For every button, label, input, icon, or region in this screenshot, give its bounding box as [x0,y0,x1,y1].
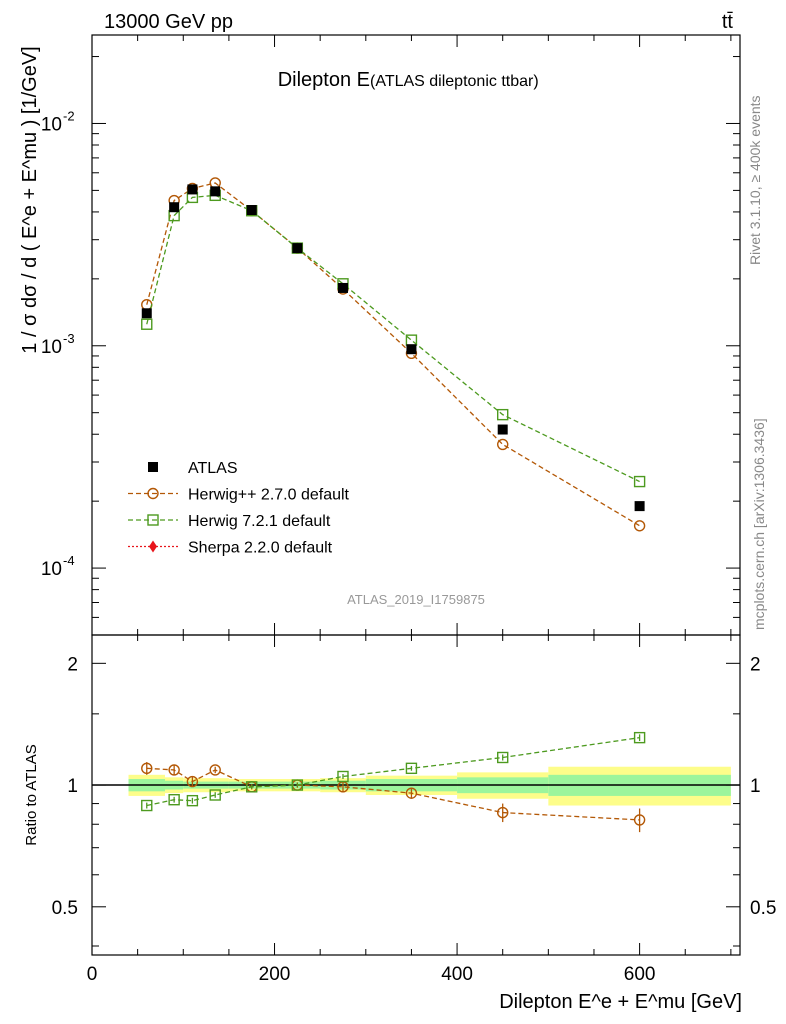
x-tick-label: 400 [441,964,473,985]
y-axis-title: 1 / σ dσ / d ( E^e + E^mu ) [1/GeV] [19,46,41,353]
ratio-axis-title: Ratio to ATLAS [23,744,40,845]
x-tick-label: 0 [87,964,98,985]
series-point-1 [633,475,646,488]
main-panel-data [141,177,646,532]
plot-title: Dilepton E [278,69,370,91]
atlas-point [210,186,221,197]
analysis-id: ATLAS_2019_I1759875 [347,592,485,607]
atlas-point [406,344,417,355]
ratio-point-1 [337,770,349,783]
ratio-point-0 [405,787,418,799]
ratio-tick-label-right: 1 [750,776,761,797]
energy-label: 13000 GeV pp [104,11,233,33]
legend-marker [147,487,159,500]
y-tick-label: 10 [41,337,62,358]
ratio-point-0 [168,764,180,776]
legend-marker [147,514,159,526]
ratio-point-1 [209,789,221,801]
ratio-panel-frame [91,634,741,956]
atlas-point [292,243,303,254]
ratio-point-1 [497,751,509,764]
mcplots-label: mcplots.cern.ch [arXiv:1306.3436] [751,418,767,630]
atlas-point [169,202,180,213]
ratio-point-1 [291,779,304,791]
legend-label: Sherpa 2.2.0 default [188,540,333,557]
y-tick-exponent: -3 [63,331,75,346]
legend-label: ATLAS [188,460,238,477]
ratio-point-1 [246,781,258,793]
y-tick-label: 10 [41,114,62,135]
ratio-line-1 [146,736,640,807]
x-axis-title: Dilepton E^e + E^mu [GeV] [499,991,742,1013]
legend: ATLAS Herwig++ 2.7.0 default Herwig 7.2.1 … [128,460,350,557]
ratio-tick-label-left: 0.5 [52,898,78,919]
series-point-1 [497,408,509,421]
legend-marker [148,462,158,472]
ratio-point-1 [168,794,180,806]
rivet-label: Rivet 3.1.10, ≥ 400k events [747,95,763,265]
series-point-0 [497,438,509,451]
ratio-point-0 [186,775,199,788]
ratio-point-0 [497,806,509,819]
series-point-1 [141,318,153,330]
atlas-point [187,184,198,195]
y-tick-label: 10 [41,559,62,580]
atlas-point [634,501,645,512]
y-tick-exponent: -4 [63,553,75,568]
ratio-tick-label-left: 2 [67,654,78,675]
x-tick-label: 600 [624,964,656,985]
ratio-tick-label-right: 0.5 [750,898,776,919]
legend-label: Herwig++ 2.7.0 default [188,487,350,504]
ratio-point-0 [633,814,646,826]
atlas-point [141,308,152,319]
ratio-point-0 [141,762,153,775]
ratio-panel-data [141,731,646,833]
process-label: tt̄ [722,11,734,33]
ratio-point-1 [186,794,199,807]
y-tick-exponent: -2 [63,108,75,123]
legend-label: Herwig 7.2.1 default [188,513,331,530]
x-tick-label: 200 [259,964,291,985]
ratio-point-1 [141,799,153,812]
ratio-point-0 [209,764,221,776]
series-point-0 [633,520,646,532]
atlas-point [497,424,508,435]
ratio-tick-label-right: 2 [750,654,761,675]
plot-subtitle: (ATLAS dileptonic ttbar) [370,73,539,90]
ratio-tick-label-left: 1 [67,776,78,797]
atlas-point [337,282,348,293]
ratio-point-1 [405,762,418,775]
legend-marker [149,540,157,553]
axes-ticks [91,35,740,955]
ratio-point-1 [633,731,646,744]
series-line-0 [146,182,640,527]
series-line-1 [146,194,640,483]
atlas-point [246,205,257,216]
